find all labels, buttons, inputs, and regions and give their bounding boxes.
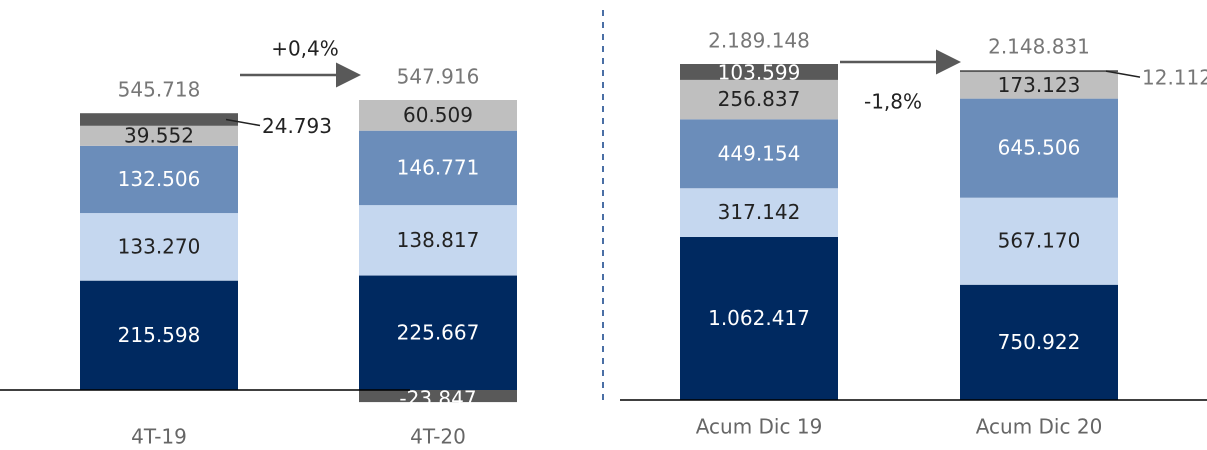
value-label: 39.552 bbox=[124, 123, 194, 147]
value-label: 133.270 bbox=[118, 234, 201, 258]
bar-segment bbox=[359, 130, 517, 206]
x-tick-label: Acum Dic 19 bbox=[696, 415, 823, 439]
value-label: 173.123 bbox=[998, 73, 1081, 97]
bar-segment bbox=[80, 280, 238, 390]
value-label: 567.170 bbox=[998, 229, 1081, 253]
bar-segment bbox=[960, 72, 1118, 99]
total-label: 2.148.831 bbox=[988, 35, 1090, 59]
bar-segment bbox=[359, 205, 517, 276]
bar-segment bbox=[80, 145, 238, 214]
total-label: 547.916 bbox=[397, 65, 480, 89]
value-label: 1.062.417 bbox=[708, 306, 810, 330]
bar-segment bbox=[960, 70, 1118, 73]
value-label: 645.506 bbox=[998, 136, 1081, 160]
value-label: 317.142 bbox=[718, 200, 801, 224]
bar-segment bbox=[680, 119, 838, 189]
bar-segment bbox=[960, 284, 1118, 400]
value-label: 24.793 bbox=[262, 114, 332, 138]
bar-segment bbox=[80, 213, 238, 281]
x-tick-label: Acum Dic 20 bbox=[976, 415, 1103, 439]
bar-segment bbox=[680, 64, 838, 80]
value-label: 750.922 bbox=[998, 330, 1081, 354]
total-label: 545.718 bbox=[118, 78, 201, 102]
bar-segment bbox=[80, 113, 238, 126]
value-label: -23.847 bbox=[399, 387, 476, 411]
bar-segment bbox=[80, 125, 238, 146]
leader-line bbox=[225, 118, 261, 127]
annotation: -1,8% bbox=[864, 90, 922, 114]
value-label: 103.599 bbox=[718, 61, 801, 85]
value-label: 12.112 bbox=[1142, 66, 1207, 90]
bar-segment bbox=[960, 98, 1118, 198]
value-label: 146.771 bbox=[397, 155, 480, 179]
bar-segment bbox=[960, 197, 1118, 285]
bar-segment bbox=[359, 100, 517, 131]
bar-segment bbox=[359, 275, 517, 390]
leader-line bbox=[1105, 70, 1141, 78]
total-label: 2.189.148 bbox=[708, 29, 810, 53]
bar-segment bbox=[680, 188, 838, 237]
value-label: 138.817 bbox=[397, 228, 480, 252]
value-label: 225.667 bbox=[397, 320, 480, 344]
bar-segment bbox=[359, 390, 517, 403]
value-label: 132.506 bbox=[118, 167, 201, 191]
x-tick-label: 4T-19 bbox=[131, 425, 187, 449]
value-label: 449.154 bbox=[718, 141, 801, 165]
x-tick-label: 4T-20 bbox=[410, 425, 466, 449]
value-label: 60.509 bbox=[403, 103, 473, 127]
annotation: +0,4% bbox=[271, 37, 339, 61]
bar-segment bbox=[680, 79, 838, 120]
value-label: 256.837 bbox=[718, 87, 801, 111]
value-label: 215.598 bbox=[118, 323, 201, 347]
bar-segment bbox=[680, 236, 838, 400]
